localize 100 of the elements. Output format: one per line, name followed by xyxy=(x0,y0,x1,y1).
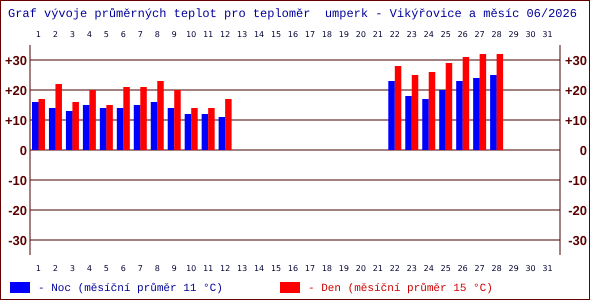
bar xyxy=(225,99,232,150)
x-tick-label: 28 xyxy=(492,30,502,39)
x-tick-label: 9 xyxy=(172,30,177,39)
bar xyxy=(428,72,436,150)
bar xyxy=(446,63,452,150)
chart-title: Graf vývoje průměrných teplot pro teploměr umperk - Vikýřovice a měsíc 06/2026 xyxy=(8,7,577,21)
x-tick-label: 26 xyxy=(458,30,468,39)
bar xyxy=(490,75,497,150)
bar xyxy=(456,81,463,150)
bar xyxy=(66,111,72,150)
x-tick-label: 14 xyxy=(254,30,264,39)
category-label: 16 xyxy=(288,264,298,273)
y-tick-label: -10 xyxy=(8,173,27,188)
y-tick-label: +10 xyxy=(4,113,27,128)
bar xyxy=(184,114,192,150)
category-label: 7 xyxy=(138,264,143,273)
x-tick-label: 16 xyxy=(288,30,298,39)
x-tick-label: 1 xyxy=(36,30,42,39)
x-tick-label: 6 xyxy=(120,30,126,39)
category-label: 12 xyxy=(220,264,230,273)
bar xyxy=(38,99,45,150)
bar xyxy=(168,108,174,150)
bar xyxy=(134,105,140,150)
bar xyxy=(82,105,90,150)
x-tick-label: 31 xyxy=(542,30,553,39)
category-label: 28 xyxy=(492,264,502,273)
category-label: 10 xyxy=(186,264,196,273)
category-label: 4 xyxy=(86,264,92,273)
x-tick-label: 18 xyxy=(322,30,332,39)
x-tick-label: 13 xyxy=(237,30,248,39)
x-tick-label: 25 xyxy=(440,30,451,39)
x-tick-label: 12 xyxy=(220,30,230,39)
category-label: 30 xyxy=(525,264,536,273)
x-tick-label: 27 xyxy=(474,30,485,39)
bar xyxy=(208,108,215,150)
bar xyxy=(496,54,504,150)
bar xyxy=(202,114,208,150)
legend-label: - Noc (měsíční průměr 11 °C) xyxy=(38,282,223,295)
y2-tick-label: -10 xyxy=(568,173,587,188)
category-label: 24 xyxy=(424,264,434,273)
category-label: 19 xyxy=(338,264,349,273)
category-label: 9 xyxy=(172,264,177,273)
bar xyxy=(55,84,62,150)
x-tick-label: 24 xyxy=(424,30,434,39)
bar xyxy=(48,108,56,150)
category-label: 20 xyxy=(356,264,366,273)
y2-tick-label: 0 xyxy=(580,143,587,158)
y2-tick-label: -30 xyxy=(568,233,587,248)
y-tick-label: +30 xyxy=(4,53,27,68)
y2-tick-label: +30 xyxy=(564,53,587,68)
bar xyxy=(150,102,158,150)
category-label: 29 xyxy=(508,264,519,273)
category-label: 31 xyxy=(542,264,553,273)
y-tick-label: -30 xyxy=(8,233,27,248)
x-tick-label: 23 xyxy=(406,30,417,39)
x-tick-label: 8 xyxy=(154,30,160,39)
x-tick-label: 29 xyxy=(508,30,519,39)
x-tick-label: 10 xyxy=(186,30,196,39)
category-label: 14 xyxy=(254,264,264,273)
bar xyxy=(72,102,79,150)
y2-tick-label: -20 xyxy=(568,203,587,218)
y-tick-label: +20 xyxy=(4,83,27,98)
bar xyxy=(89,90,96,150)
x-tick-label: 3 xyxy=(70,30,75,39)
category-label: 5 xyxy=(104,264,109,273)
category-label: 6 xyxy=(120,264,126,273)
category-label: 18 xyxy=(322,264,332,273)
category-label: 1 xyxy=(36,264,42,273)
bar xyxy=(405,96,412,150)
x-tick-label: 2 xyxy=(52,30,58,39)
bar xyxy=(123,87,130,150)
x-tick-label: 4 xyxy=(86,30,92,39)
x-tick-label: 5 xyxy=(104,30,109,39)
x-tick-label: 19 xyxy=(338,30,349,39)
x-tick-label: 30 xyxy=(525,30,536,39)
bar xyxy=(473,78,480,150)
x-tick-label: 11 xyxy=(203,30,214,39)
x-tick-label: 21 xyxy=(372,30,383,39)
category-label: 26 xyxy=(458,264,468,273)
category-label: 22 xyxy=(390,264,400,273)
category-label: 8 xyxy=(154,264,160,273)
category-label: 15 xyxy=(270,264,282,273)
bar xyxy=(191,108,198,150)
bar xyxy=(422,99,429,150)
bar xyxy=(218,117,226,150)
y-tick-label: 0 xyxy=(20,143,27,158)
bar xyxy=(388,81,395,150)
bar xyxy=(116,108,124,150)
y2-tick-label: +10 xyxy=(564,113,587,128)
bar xyxy=(32,102,38,150)
bar xyxy=(412,75,418,150)
y2-tick-label: +20 xyxy=(564,83,587,98)
x-tick-label: 17 xyxy=(304,30,316,39)
category-label: 17 xyxy=(304,264,316,273)
x-tick-label: 15 xyxy=(270,30,282,39)
category-label: 3 xyxy=(70,264,75,273)
bar xyxy=(439,90,446,150)
x-tick-label: 22 xyxy=(390,30,400,39)
category-label: 2 xyxy=(52,264,58,273)
legend-label: - Den (měsíční průměr 15 °C) xyxy=(308,282,493,295)
